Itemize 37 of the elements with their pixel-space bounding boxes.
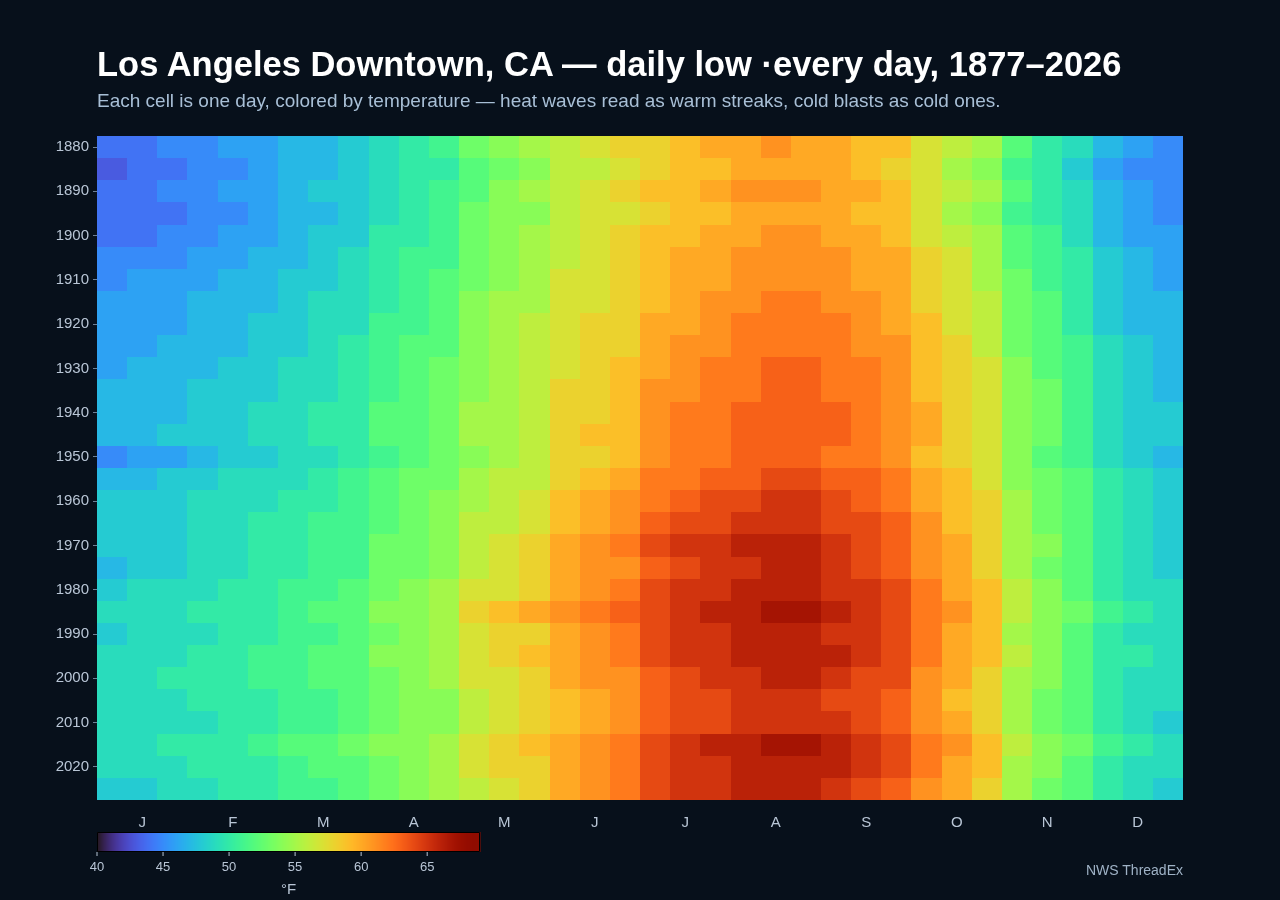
color-bar-label: 45: [155, 859, 171, 874]
x-tick-label: S: [861, 813, 872, 831]
color-bar-label: 50: [221, 859, 237, 874]
y-tick-label: 1970: [55, 535, 89, 553]
y-tick-label: 2020: [55, 756, 89, 774]
x-tick-label: M: [317, 813, 330, 831]
x-tick-label: J: [681, 813, 689, 831]
x-tick-label: A: [408, 813, 419, 831]
x-tick-label: M: [498, 813, 511, 831]
x-tick-label: F: [228, 813, 238, 831]
chart-subtitle: Each cell is one day, colored by temperature — heat waves read as warm streaks, cold blasts as cold ones.: [97, 89, 1001, 113]
y-tick-label: 1920: [55, 314, 89, 332]
y-tick-label: 1910: [55, 270, 89, 288]
color-bar-label: 40: [89, 859, 105, 874]
text: NWS ThreadEx: [1086, 861, 1183, 879]
y-tick-label: 1890: [55, 181, 89, 199]
y-tick-label: 2000: [55, 668, 89, 686]
x-tick-label: D: [1132, 813, 1144, 831]
x-tick-label: J: [138, 813, 146, 831]
color-bar-title: °F: [280, 880, 297, 897]
color-bar-label: 60: [353, 859, 369, 874]
x-tick-label: N: [1041, 813, 1053, 831]
color-bar-label: 65: [419, 859, 435, 874]
color-bar-label: 55: [287, 859, 303, 874]
y-tick-label: 1980: [55, 579, 89, 597]
y-tick-label: 1950: [55, 447, 89, 465]
y-tick-label: 1960: [55, 491, 89, 509]
x-tick-label: J: [591, 813, 599, 831]
y-tick-label: 1880: [55, 137, 89, 155]
y-tick-label: 2010: [55, 712, 89, 730]
y-tick-label: 1940: [55, 402, 89, 420]
y-tick-label: 1900: [55, 225, 89, 243]
x-tick-label: A: [770, 813, 781, 831]
y-tick-label: 1990: [55, 624, 89, 642]
chart-title: Los Angeles Downtown, CA — daily low ·every day, 1877–2026: [97, 44, 1122, 85]
x-tick-label: O: [950, 813, 963, 831]
y-tick-label: 1930: [55, 358, 89, 376]
